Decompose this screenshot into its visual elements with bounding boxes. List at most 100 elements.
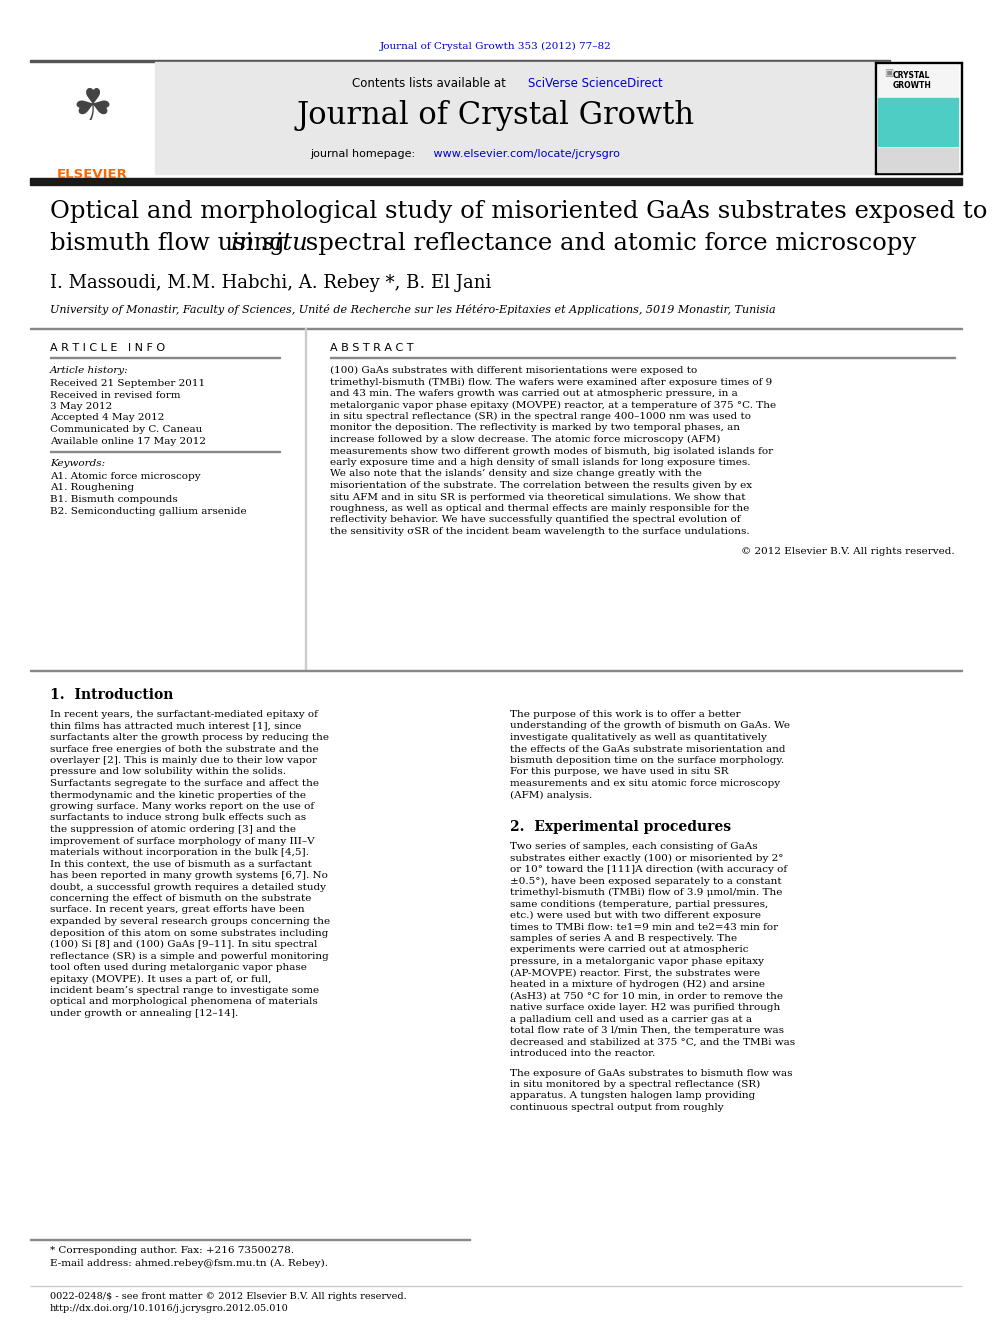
Text: Received 21 September 2011: Received 21 September 2011 bbox=[50, 378, 205, 388]
Text: native surface oxide layer. H2 was purified through: native surface oxide layer. H2 was purif… bbox=[510, 1003, 781, 1012]
Text: experiments were carried out at atmospheric: experiments were carried out at atmosphe… bbox=[510, 946, 749, 954]
Text: A1. Roughening: A1. Roughening bbox=[50, 483, 134, 492]
Text: surfactants alter the growth process by reducing the: surfactants alter the growth process by … bbox=[50, 733, 329, 742]
Text: Available online 17 May 2012: Available online 17 May 2012 bbox=[50, 437, 206, 446]
Text: incident beam’s spectral range to investigate some: incident beam’s spectral range to invest… bbox=[50, 986, 319, 995]
Text: bismuth deposition time on the surface morphology.: bismuth deposition time on the surface m… bbox=[510, 755, 784, 765]
Text: apparatus. A tungsten halogen lamp providing: apparatus. A tungsten halogen lamp provi… bbox=[510, 1091, 755, 1101]
Text: http://dx.doi.org/10.1016/j.jcrysgro.2012.05.010: http://dx.doi.org/10.1016/j.jcrysgro.201… bbox=[50, 1304, 289, 1312]
Text: Received in revised form: Received in revised form bbox=[50, 390, 181, 400]
Text: ±0.5°), have been exposed separately to a constant: ±0.5°), have been exposed separately to … bbox=[510, 877, 782, 885]
Text: (AP-MOVPE) reactor. First, the substrates were: (AP-MOVPE) reactor. First, the substrate… bbox=[510, 968, 760, 978]
Text: In this context, the use of bismuth as a surfactant: In this context, the use of bismuth as a… bbox=[50, 860, 311, 868]
Text: B2. Semiconducting gallium arsenide: B2. Semiconducting gallium arsenide bbox=[50, 507, 247, 516]
Text: deposition of this atom on some substrates including: deposition of this atom on some substrat… bbox=[50, 929, 328, 938]
Text: epitaxy (MOVPE). It uses a part of, or full,: epitaxy (MOVPE). It uses a part of, or f… bbox=[50, 975, 272, 983]
Bar bbox=[875, 62, 962, 175]
Text: heated in a mixture of hydrogen (H2) and arsine: heated in a mixture of hydrogen (H2) and… bbox=[510, 980, 765, 990]
Text: Optical and morphological study of misoriented GaAs substrates exposed to: Optical and morphological study of misor… bbox=[50, 200, 987, 224]
Text: spectral reflectance and atomic force microscopy: spectral reflectance and atomic force mi… bbox=[298, 232, 917, 255]
Text: thin films has attracted much interest [1], since: thin films has attracted much interest [… bbox=[50, 721, 302, 730]
Text: Accepted 4 May 2012: Accepted 4 May 2012 bbox=[50, 414, 165, 422]
Text: tool often used during metalorganic vapor phase: tool often used during metalorganic vapo… bbox=[50, 963, 307, 972]
Text: growing surface. Many works report on the use of: growing surface. Many works report on th… bbox=[50, 802, 314, 811]
Text: B1. Bismuth compounds: B1. Bismuth compounds bbox=[50, 495, 178, 504]
Text: times to TMBi flow: te1=9 min and te2=43 min for: times to TMBi flow: te1=9 min and te2=43… bbox=[510, 922, 778, 931]
Text: 0022-0248/$ - see front matter © 2012 Elsevier B.V. All rights reserved.: 0022-0248/$ - see front matter © 2012 El… bbox=[50, 1293, 407, 1301]
Text: * Corresponding author. Fax: +216 73500278.: * Corresponding author. Fax: +216 735002… bbox=[50, 1246, 294, 1256]
Text: 1.  Introduction: 1. Introduction bbox=[50, 688, 174, 703]
Bar bbox=[878, 98, 958, 146]
Text: same conditions (temperature, partial pressures,: same conditions (temperature, partial pr… bbox=[510, 900, 768, 909]
Text: continuous spectral output from roughly: continuous spectral output from roughly bbox=[510, 1103, 723, 1113]
Text: introduced into the reactor.: introduced into the reactor. bbox=[510, 1049, 656, 1058]
Text: surface. In recent years, great efforts have been: surface. In recent years, great efforts … bbox=[50, 905, 305, 914]
Text: Communicated by C. Caneau: Communicated by C. Caneau bbox=[50, 425, 202, 434]
Bar bbox=[30, 179, 962, 185]
Text: reflectance (SR) is a simple and powerful monitoring: reflectance (SR) is a simple and powerfu… bbox=[50, 951, 328, 960]
Text: CRYSTAL
GROWTH: CRYSTAL GROWTH bbox=[893, 71, 931, 90]
Text: doubt, a successful growth requires a detailed study: doubt, a successful growth requires a de… bbox=[50, 882, 326, 892]
Text: surfactants to induce strong bulk effects such as: surfactants to induce strong bulk effect… bbox=[50, 814, 307, 823]
Text: decreased and stabilized at 375 °C, and the TMBi was: decreased and stabilized at 375 °C, and … bbox=[510, 1037, 796, 1046]
Text: 3 May 2012: 3 May 2012 bbox=[50, 402, 112, 411]
Text: ▣: ▣ bbox=[884, 67, 893, 78]
Text: measurements and ex situ atomic force microscopy: measurements and ex situ atomic force mi… bbox=[510, 779, 780, 789]
Text: pressure and low solubility within the solids.: pressure and low solubility within the s… bbox=[50, 767, 286, 777]
Text: in situ: in situ bbox=[231, 232, 308, 255]
Text: Two series of samples, each consisting of GaAs: Two series of samples, each consisting o… bbox=[510, 841, 758, 851]
Text: substrates either exactly (100) or misoriented by 2°: substrates either exactly (100) or misor… bbox=[510, 853, 784, 863]
Text: 2.  Experimental procedures: 2. Experimental procedures bbox=[510, 820, 731, 833]
Text: bismuth flow using: bismuth flow using bbox=[50, 232, 293, 255]
Text: investigate qualitatively as well as quantitatively: investigate qualitatively as well as qua… bbox=[510, 733, 767, 742]
Text: trimethyl-bismuth (TMBi) flow of 3.9 μmol/min. The: trimethyl-bismuth (TMBi) flow of 3.9 μmo… bbox=[510, 888, 783, 897]
Text: The exposure of GaAs substrates to bismuth flow was: The exposure of GaAs substrates to bismu… bbox=[510, 1069, 793, 1077]
Text: misorientation of the substrate. The correlation between the results given by ex: misorientation of the substrate. The cor… bbox=[330, 482, 752, 490]
Bar bbox=[961, 62, 962, 175]
Bar bbox=[155, 62, 875, 175]
Text: Keywords:: Keywords: bbox=[50, 459, 105, 468]
Text: in situ spectral reflectance (SR) in the spectral range 400–1000 nm was used to: in situ spectral reflectance (SR) in the… bbox=[330, 411, 751, 421]
Text: www.elsevier.com/locate/jcrysgro: www.elsevier.com/locate/jcrysgro bbox=[430, 149, 620, 159]
Text: measurements show two different growth modes of bismuth, big isolated islands fo: measurements show two different growth m… bbox=[330, 446, 773, 455]
Text: surface free energies of both the substrate and the: surface free energies of both the substr… bbox=[50, 745, 318, 754]
Text: increase followed by a slow decrease. The atomic force microscopy (AFM): increase followed by a slow decrease. Th… bbox=[330, 435, 720, 445]
Bar bbox=[878, 148, 958, 172]
Text: or 10° toward the [111]A direction (with accuracy of: or 10° toward the [111]A direction (with… bbox=[510, 865, 787, 875]
Text: trimethyl-bismuth (TMBi) flow. The wafers were examined after exposure times of : trimethyl-bismuth (TMBi) flow. The wafer… bbox=[330, 377, 772, 386]
Text: a palladium cell and used as a carrier gas at a: a palladium cell and used as a carrier g… bbox=[510, 1015, 752, 1024]
Text: materials without incorporation in the bulk [4,5].: materials without incorporation in the b… bbox=[50, 848, 309, 857]
Text: © 2012 Elsevier B.V. All rights reserved.: © 2012 Elsevier B.V. All rights reserved… bbox=[741, 546, 955, 556]
Text: the effects of the GaAs substrate misorientation and: the effects of the GaAs substrate misori… bbox=[510, 745, 786, 754]
Bar bbox=[875, 62, 876, 175]
Text: etc.) were used but with two different exposure: etc.) were used but with two different e… bbox=[510, 912, 761, 919]
Text: Surfactants segregate to the surface and affect the: Surfactants segregate to the surface and… bbox=[50, 779, 319, 789]
Text: the suppression of atomic ordering [3] and the: the suppression of atomic ordering [3] a… bbox=[50, 826, 296, 833]
Text: For this purpose, we have used in situ SR: For this purpose, we have used in situ S… bbox=[510, 767, 728, 777]
Text: (AFM) analysis.: (AFM) analysis. bbox=[510, 791, 592, 799]
Text: SciVerse ScienceDirect: SciVerse ScienceDirect bbox=[528, 77, 663, 90]
Text: metalorganic vapor phase epitaxy (MOVPE) reactor, at a temperature of 375 °C. Th: metalorganic vapor phase epitaxy (MOVPE)… bbox=[330, 401, 776, 410]
Text: (AsH3) at 750 °C for 10 min, in order to remove the: (AsH3) at 750 °C for 10 min, in order to… bbox=[510, 991, 783, 1000]
Text: E-mail address: ahmed.rebey@fsm.mu.tn (A. Rebey).: E-mail address: ahmed.rebey@fsm.mu.tn (A… bbox=[50, 1259, 328, 1269]
Text: expanded by several research groups concerning the: expanded by several research groups conc… bbox=[50, 917, 330, 926]
Text: under growth or annealing [12–14].: under growth or annealing [12–14]. bbox=[50, 1009, 238, 1017]
Text: Journal of Crystal Growth 353 (2012) 77–82: Journal of Crystal Growth 353 (2012) 77–… bbox=[380, 42, 612, 52]
Text: thermodynamic and the kinetic properties of the: thermodynamic and the kinetic properties… bbox=[50, 791, 306, 799]
Bar bbox=[30, 60, 890, 61]
Text: journal homepage:: journal homepage: bbox=[310, 149, 419, 159]
Text: A B S T R A C T: A B S T R A C T bbox=[330, 343, 414, 353]
Text: Contents lists available at: Contents lists available at bbox=[352, 77, 510, 90]
Bar bbox=[878, 65, 958, 97]
Text: early exposure time and a high density of small islands for long exposure times.: early exposure time and a high density o… bbox=[330, 458, 751, 467]
Text: Article history:: Article history: bbox=[50, 366, 129, 374]
Text: University of Monastir, Faculty of Sciences, Unité de Recherche sur les Hétéro-E: University of Monastir, Faculty of Scien… bbox=[50, 304, 776, 315]
Text: improvement of surface morphology of many III–V: improvement of surface morphology of man… bbox=[50, 836, 314, 845]
Text: roughness, as well as optical and thermal effects are mainly responsible for the: roughness, as well as optical and therma… bbox=[330, 504, 749, 513]
Text: The purpose of this work is to offer a better: The purpose of this work is to offer a b… bbox=[510, 710, 741, 718]
Text: We also note that the islands’ density and size change greatly with the: We also note that the islands’ density a… bbox=[330, 470, 702, 479]
Text: has been reported in many growth systems [6,7]. No: has been reported in many growth systems… bbox=[50, 871, 328, 880]
Text: ELSEVIER: ELSEVIER bbox=[57, 168, 127, 181]
Text: and 43 min. The wafers growth was carried out at atmospheric pressure, in a: and 43 min. The wafers growth was carrie… bbox=[330, 389, 738, 398]
Text: overlayer [2]. This is mainly due to their low vapor: overlayer [2]. This is mainly due to the… bbox=[50, 755, 317, 765]
